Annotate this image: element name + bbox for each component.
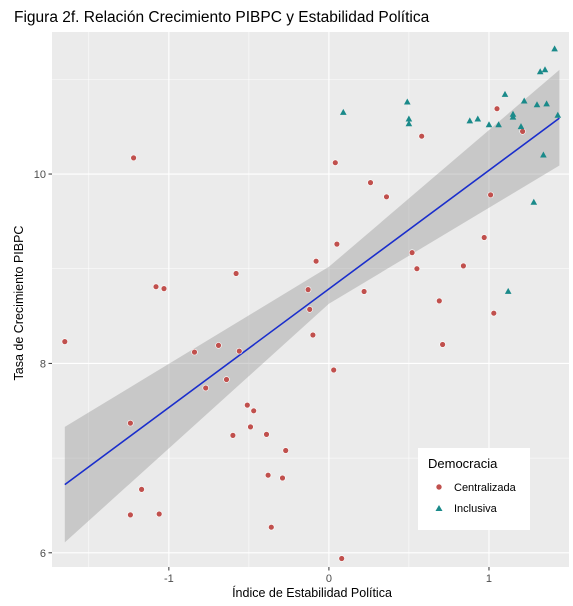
- point-centralizada: [481, 234, 488, 241]
- x-tick-label: 0: [326, 573, 332, 585]
- point-centralizada: [160, 285, 168, 292]
- point-centralizada: [436, 297, 443, 305]
- point-centralizada: [413, 265, 421, 272]
- point-inclusiva: [509, 113, 517, 120]
- point-centralizada: [223, 376, 230, 383]
- point-centralizada: [264, 472, 272, 479]
- y-tick-label: 8: [40, 358, 46, 370]
- point-centralizada: [268, 523, 275, 531]
- point-centralizada: [439, 341, 446, 348]
- legend-key-centralizada: [435, 483, 443, 491]
- point-inclusiva: [485, 121, 493, 128]
- point-centralizada: [304, 286, 312, 293]
- legend: Democracia Centralizada Inclusiva: [418, 448, 530, 530]
- y-axis-label: Tasa de Crecimiento PIBPC: [12, 226, 26, 381]
- point-centralizada: [367, 179, 374, 186]
- point-centralizada: [236, 347, 243, 355]
- point-centralizada: [202, 384, 209, 392]
- legend-title: Democracia: [428, 456, 498, 471]
- point-centralizada: [244, 401, 251, 409]
- point-inclusiva: [517, 123, 525, 130]
- point-inclusiva: [501, 90, 509, 97]
- fit-line: [64, 117, 560, 486]
- point-centralizada: [156, 510, 163, 518]
- point-centralizada: [282, 447, 289, 454]
- point-centralizada: [152, 283, 160, 290]
- data-points: [61, 45, 562, 562]
- point-inclusiva: [520, 97, 528, 104]
- confidence-band: [64, 69, 560, 543]
- point-inclusiva: [541, 66, 549, 73]
- regression-line: [64, 117, 560, 486]
- point-centralizada: [279, 474, 286, 482]
- point-centralizada: [191, 348, 198, 356]
- point-inclusiva: [405, 115, 413, 122]
- point-inclusiva: [530, 198, 538, 205]
- point-inclusiva: [533, 101, 541, 108]
- point-centralizada: [138, 486, 145, 493]
- point-inclusiva: [340, 108, 347, 115]
- point-centralizada: [333, 240, 341, 248]
- point-centralizada: [309, 331, 317, 339]
- point-centralizada: [232, 270, 240, 277]
- point-centralizada: [312, 258, 320, 265]
- point-centralizada: [127, 419, 134, 427]
- point-centralizada: [127, 511, 134, 519]
- y-tick-label: 10: [34, 169, 46, 181]
- point-inclusiva: [405, 120, 413, 127]
- point-centralizada: [418, 133, 425, 140]
- x-tick-label: -1: [164, 573, 174, 585]
- point-inclusiva: [543, 100, 550, 107]
- point-inclusiva: [495, 121, 502, 128]
- point-centralizada: [338, 555, 345, 562]
- point-centralizada: [130, 154, 137, 162]
- point-centralizada: [383, 193, 390, 201]
- point-centralizada: [61, 338, 69, 345]
- axis-ticks: -1 0 1 6 8 10: [34, 169, 492, 585]
- point-centralizada: [519, 128, 526, 135]
- point-centralizada: [306, 306, 313, 313]
- point-centralizada: [263, 431, 270, 438]
- point-centralizada: [215, 342, 222, 349]
- x-tick-label: 1: [486, 573, 492, 585]
- grid-lines: [52, 32, 569, 567]
- x-axis-label: Índice de Estabilidad Política: [232, 585, 392, 600]
- point-centralizada: [487, 191, 494, 199]
- point-inclusiva: [536, 68, 544, 75]
- point-centralizada: [250, 407, 257, 414]
- point-inclusiva: [404, 98, 411, 105]
- point-centralizada: [229, 432, 237, 439]
- point-centralizada: [360, 288, 368, 295]
- legend-key-inclusiva: [435, 505, 443, 511]
- confidence-band-area: [64, 69, 560, 543]
- point-inclusiva: [474, 115, 482, 122]
- point-centralizada: [493, 105, 501, 112]
- point-centralizada: [330, 366, 337, 374]
- point-centralizada: [247, 423, 254, 431]
- point-centralizada: [490, 310, 497, 317]
- y-tick-label: 6: [40, 548, 46, 560]
- point-inclusiva: [551, 45, 558, 52]
- point-centralizada: [460, 262, 467, 270]
- point-inclusiva: [540, 151, 547, 158]
- legend-label-inclusiva: Inclusiva: [454, 503, 498, 515]
- point-inclusiva: [554, 111, 562, 118]
- chart-title: Figura 2f. Relación Crecimiento PIBPC y …: [14, 9, 430, 26]
- point-inclusiva: [504, 287, 512, 294]
- point-centralizada: [408, 249, 416, 256]
- legend-label-centralizada: Centralizada: [454, 482, 517, 494]
- point-centralizada: [332, 159, 339, 166]
- point-inclusiva: [466, 117, 474, 124]
